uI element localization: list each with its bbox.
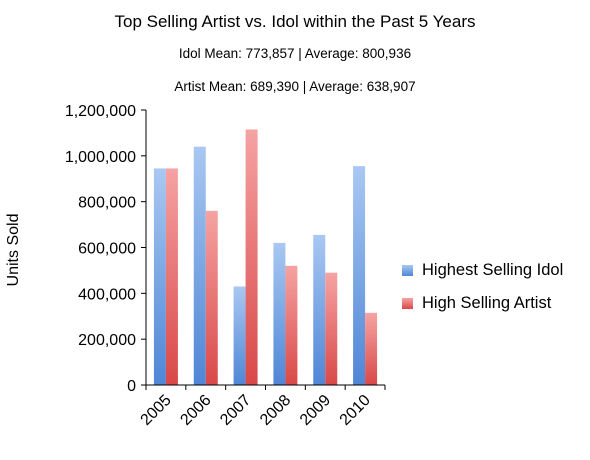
chart-title: Top Selling Artist vs. Idol within the P…: [114, 12, 476, 31]
legend-swatch-idol: [402, 265, 413, 276]
bar-high-selling-artist-2009: [325, 272, 338, 385]
y-tick-label: 200,000: [78, 332, 136, 349]
legend: Highest Selling Idol High Selling Artist: [402, 254, 563, 320]
bar-high-selling-artist-2008: [285, 265, 298, 385]
bar-highest-selling-idol-2008: [273, 242, 286, 385]
y-tick-label: 400,000: [78, 286, 136, 303]
y-tick-label: 1,000,000: [65, 149, 136, 166]
bar-high-selling-artist-2006: [205, 210, 218, 385]
x-tick-label: 2007: [217, 392, 254, 429]
legend-label-artist: High Selling Artist: [422, 294, 552, 312]
bar-highest-selling-idol-2005: [153, 168, 166, 385]
legend-swatch-artist: [402, 298, 413, 309]
bars-group: [153, 129, 378, 385]
y-tick-label: 0: [127, 378, 136, 395]
y-tick-label: 600,000: [78, 241, 136, 258]
axes-group: 0 200,000 400,000 600,000 800,000 1,000,000 1,…: [65, 103, 386, 429]
bar-high-selling-artist-2010: [365, 312, 378, 385]
x-tick-label: 2008: [257, 392, 294, 429]
x-tick-label: 2010: [337, 392, 374, 429]
y-tick-label: 800,000: [78, 195, 136, 212]
legend-item-idol: Highest Selling Idol: [402, 254, 563, 287]
legend-label-idol: Highest Selling Idol: [422, 261, 564, 279]
x-tick-label: 2009: [297, 392, 334, 429]
bar-highest-selling-idol-2009: [313, 234, 326, 385]
idol-stats-subtitle: Idol Mean: 773,857 | Average: 800,936: [178, 46, 412, 61]
bar-highest-selling-idol-2007: [233, 286, 246, 385]
bar-highest-selling-idol-2010: [353, 166, 366, 385]
y-axis-label: Units Sold: [5, 214, 22, 287]
legend-item-artist: High Selling Artist: [402, 287, 563, 320]
bar-high-selling-artist-2005: [165, 168, 178, 385]
x-tick-label: 2005: [138, 392, 175, 429]
bar-high-selling-artist-2007: [245, 129, 258, 385]
x-tick-label: 2006: [177, 392, 214, 429]
artist-stats-subtitle: Artist Mean: 689,390 | Average: 638,907: [174, 79, 416, 94]
bar-highest-selling-idol-2006: [193, 146, 206, 385]
y-tick-label: 1,200,000: [65, 103, 136, 120]
